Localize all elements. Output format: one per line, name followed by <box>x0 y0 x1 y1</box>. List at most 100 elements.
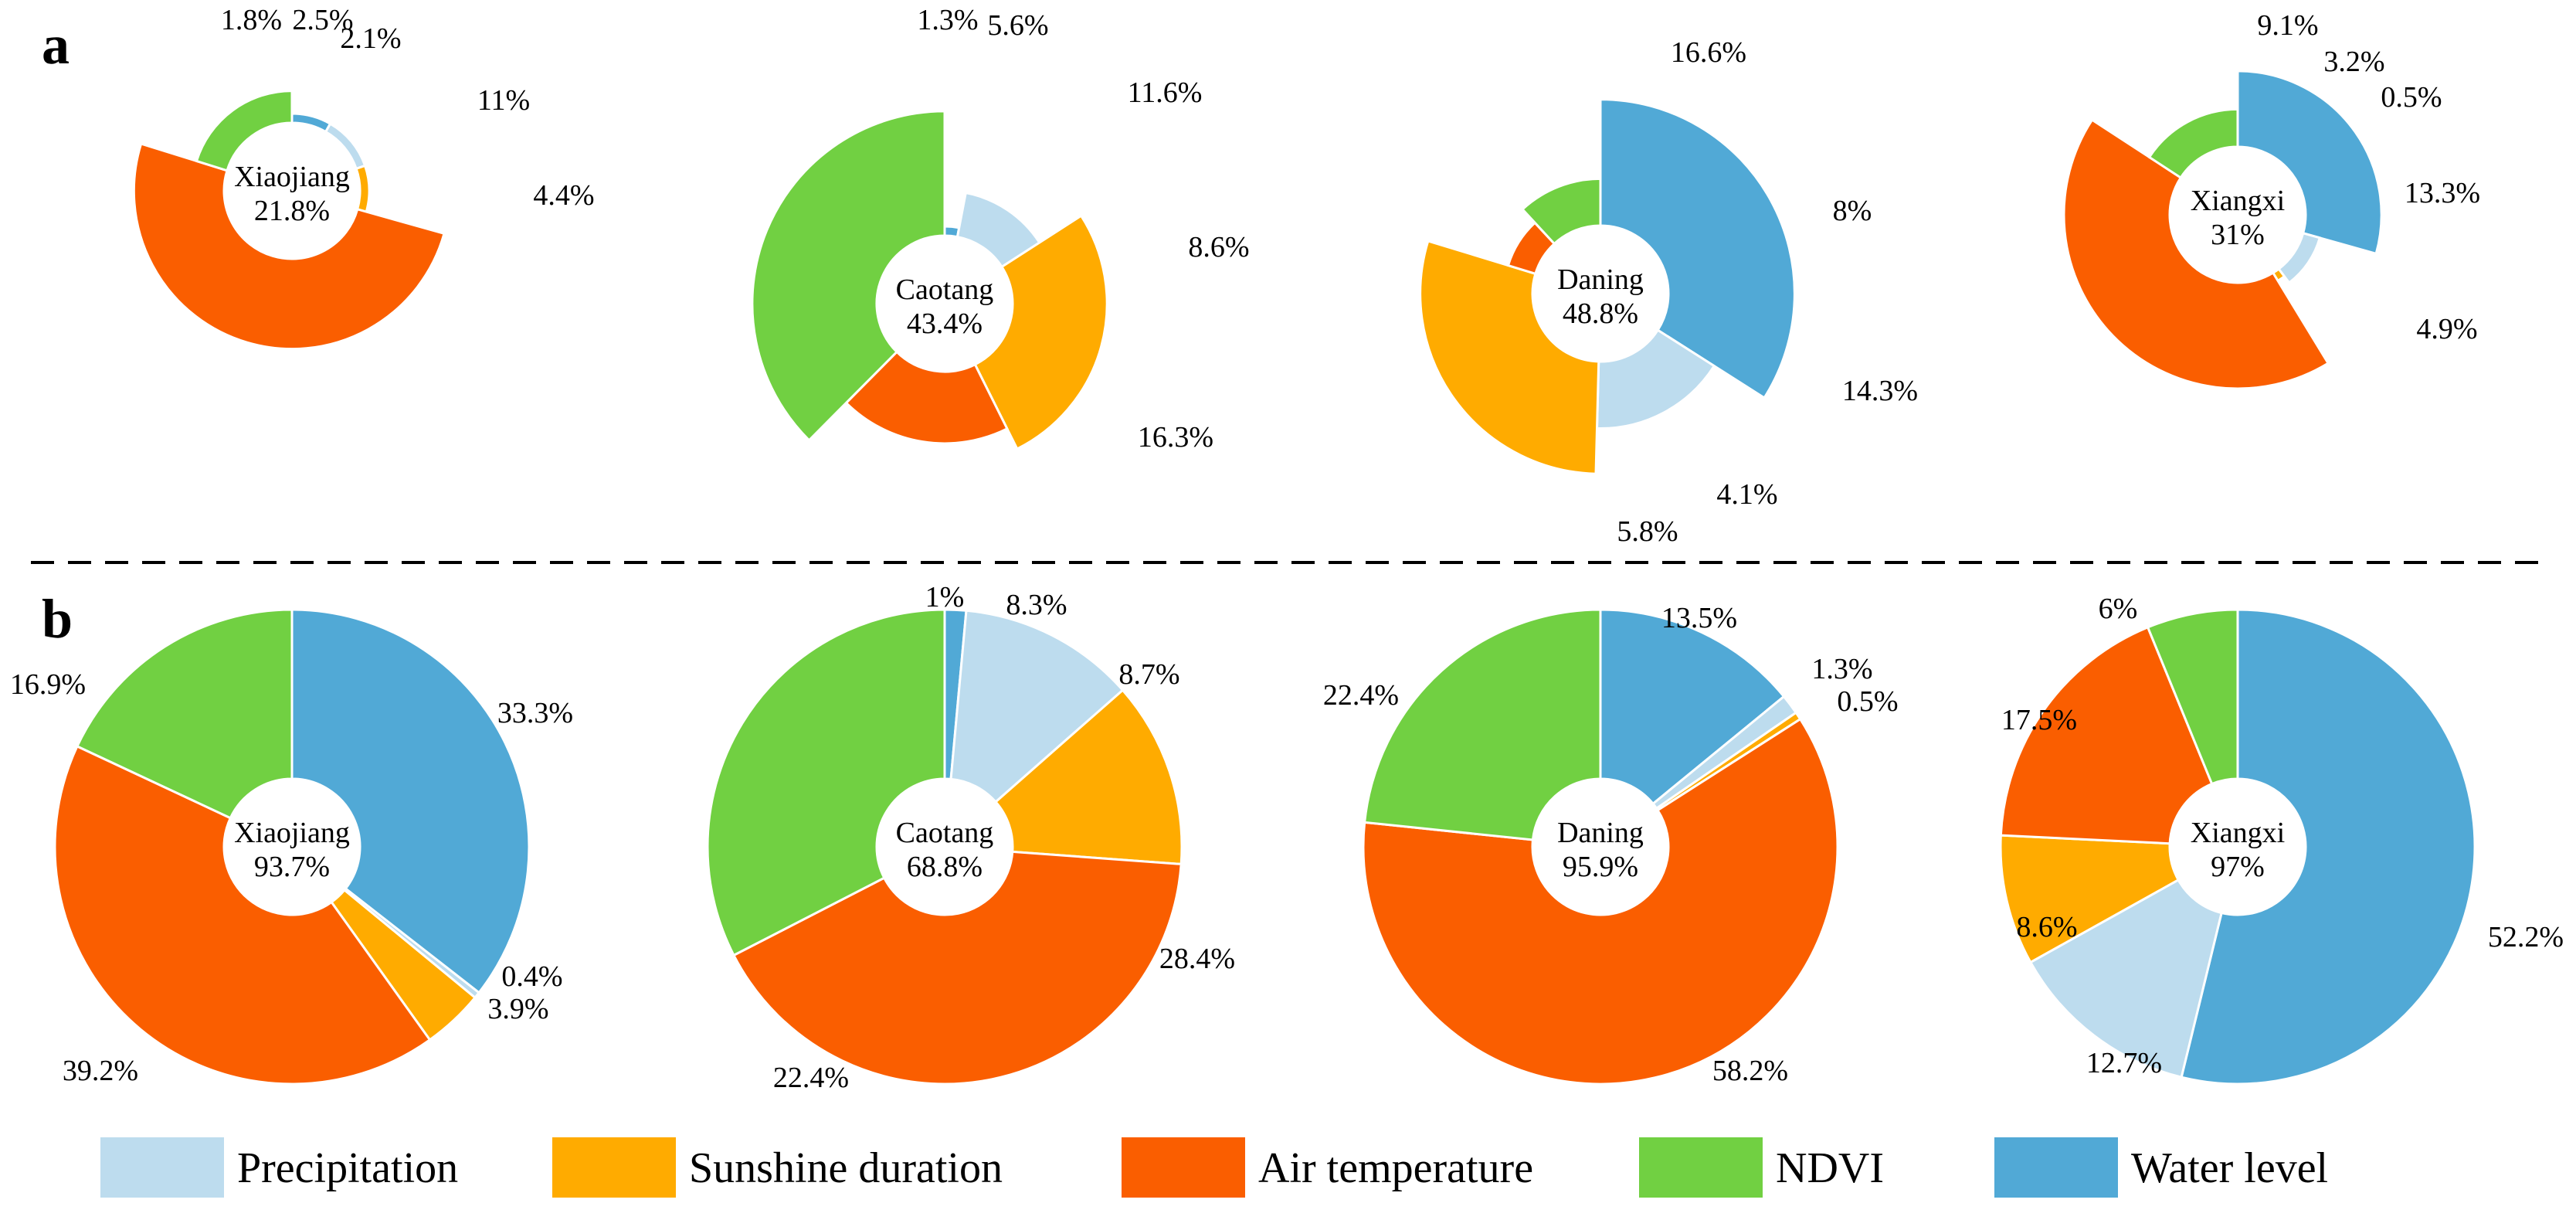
site-name: Xiangxi <box>2191 817 2285 849</box>
slice-label-ndvi: 22.4% <box>773 1062 849 1094</box>
slice-label-air-temperature: 28.4% <box>1159 943 1235 975</box>
slice-water-level <box>1599 98 1796 399</box>
slice-label-ndvi: 22.4% <box>1323 679 1399 712</box>
slice-label-ndvi: 4.4% <box>533 179 594 212</box>
slice-water-level <box>2180 608 2476 1086</box>
slice-label-sunshine-duration: 14.3% <box>1842 375 1918 407</box>
slice-ndvi <box>2146 608 2239 786</box>
slice-water-level <box>1599 608 1786 806</box>
site-name: Daning <box>1557 263 1644 296</box>
slice-water-level <box>290 608 531 994</box>
site-total: 93.7% <box>254 851 330 883</box>
slice-label-water-level: 16.6% <box>1671 36 1746 69</box>
slice-label-water-level: 1% <box>925 581 965 613</box>
slice-label-ndvi: 16.3% <box>1138 421 1213 454</box>
slice-air-temperature <box>2062 118 2330 390</box>
slice-label-ndvi: 16.9% <box>10 668 86 701</box>
slice-label-sunshine-duration: 2.1% <box>340 22 401 55</box>
site-name: Xiaojiang <box>234 161 350 193</box>
site-total: 21.8% <box>254 195 330 227</box>
legend-swatch <box>1122 1137 1245 1198</box>
slice-label-water-level: 33.3% <box>497 697 573 729</box>
legend-item-air-temperature: Air temperature <box>1122 1137 1533 1198</box>
slice-label-ndvi: 6% <box>2099 593 2138 625</box>
slice-label-precipitation: 0.4% <box>501 960 562 993</box>
slice-label-water-level: 1.3% <box>917 4 978 36</box>
slice-label-air-temperature: 8.6% <box>1188 231 1249 263</box>
site-total: 97% <box>2211 851 2265 883</box>
slice-label-ndvi: 5.8% <box>1617 515 1678 548</box>
site-name: Daning <box>1557 817 1644 849</box>
legend-swatch <box>1994 1137 2118 1198</box>
slice-ndvi <box>75 608 294 820</box>
slice-air-temperature <box>731 850 1183 1086</box>
slice-label-water-level: 52.2% <box>2488 921 2564 953</box>
legend-item-sunshine-duration: Sunshine duration <box>552 1137 1003 1198</box>
slice-label-water-level: 9.1% <box>2257 9 2318 42</box>
slice-precipitation <box>1595 328 1716 430</box>
site-total: 68.8% <box>907 851 983 883</box>
slice-label-ndvi: 4.9% <box>2416 313 2477 345</box>
legend-label: Precipitation <box>237 1144 458 1192</box>
legend-item-water-level: Water level <box>1994 1137 2328 1198</box>
legend-label: Sunshine duration <box>689 1144 1003 1192</box>
slice-label-air-temperature: 17.5% <box>2001 704 2077 736</box>
slice-sunshine-duration <box>993 688 1183 866</box>
site-name: Caotang <box>896 817 994 849</box>
slice-label-precipitation: 5.6% <box>987 9 1048 42</box>
slice-label-sunshine-duration: 3.9% <box>487 993 548 1025</box>
slice-label-air-temperature: 58.2% <box>1712 1055 1788 1087</box>
site-total: 95.9% <box>1563 851 1638 883</box>
slice-label-precipitation: 1.3% <box>1811 653 1872 685</box>
slice-air-temperature <box>1999 625 2214 845</box>
slice-air-temperature <box>844 350 1009 445</box>
site-total: 43.4% <box>907 308 983 340</box>
panel-label-a: a <box>42 14 70 76</box>
slice-ndvi <box>706 608 946 957</box>
slice-water-level <box>290 112 332 134</box>
slice-air-temperature <box>1362 717 1839 1086</box>
legend-swatch <box>100 1137 224 1198</box>
slice-label-sunshine-duration: 8.7% <box>1118 658 1179 691</box>
legend-label: Air temperature <box>1258 1144 1533 1192</box>
slice-label-air-temperature: 39.2% <box>63 1055 138 1087</box>
slice-label-precipitation: 8% <box>1833 195 1872 227</box>
legend: Precipitation Sunshine duration Air temper… <box>100 1137 2328 1198</box>
slice-label-precipitation: 8.3% <box>1006 589 1067 621</box>
slice-label-water-level: 1.8% <box>221 4 282 36</box>
slice-label-precipitation: 2.5% <box>292 4 353 36</box>
site-total: 48.8% <box>1563 297 1638 330</box>
slice-ndvi <box>2147 107 2239 180</box>
legend-item-ndvi: NDVI <box>1639 1137 1884 1198</box>
slice-water-level <box>2236 70 2383 256</box>
slice-label-precipitation: 12.7% <box>2086 1047 2162 1079</box>
site-name: Xiaojiang <box>234 817 350 849</box>
slice-air-temperature <box>132 142 446 351</box>
slice-ndvi <box>751 110 946 442</box>
panel-label-b: b <box>42 588 73 650</box>
site-name: Xiangxi <box>2191 185 2285 217</box>
legend-label: NDVI <box>1776 1144 1884 1192</box>
slice-label-water-level: 13.5% <box>1661 602 1737 634</box>
slice-ndvi <box>195 90 294 172</box>
site-name: Caotang <box>896 274 994 306</box>
slice-ndvi <box>1520 177 1602 246</box>
slice-label-sunshine-duration: 11.6% <box>1128 76 1203 109</box>
slice-ndvi <box>1363 608 1602 841</box>
slice-air-temperature <box>53 744 432 1086</box>
slice-precipitation <box>949 609 1125 804</box>
site-total: 31% <box>2211 219 2265 251</box>
slice-sunshine-duration <box>973 214 1108 451</box>
slice-label-sunshine-duration: 0.5% <box>1837 685 1898 718</box>
legend-swatch <box>552 1137 676 1198</box>
slice-sunshine-duration <box>355 164 371 213</box>
